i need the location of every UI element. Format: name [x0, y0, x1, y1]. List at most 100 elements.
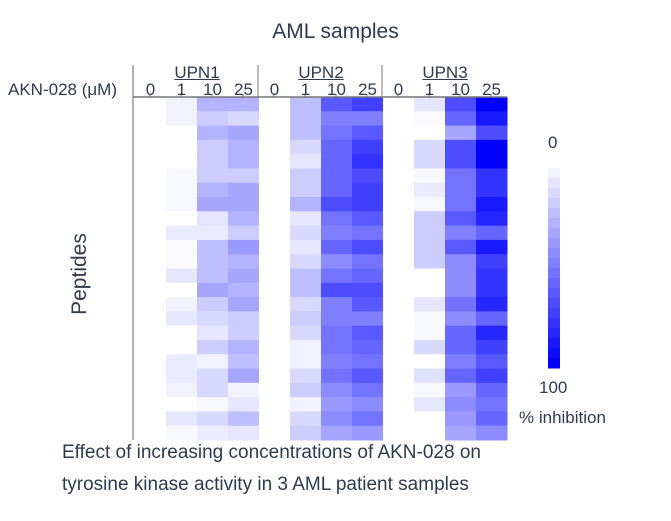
heatmap-cell [259, 225, 291, 241]
heatmap-cell [228, 125, 260, 141]
colorbar-segment [548, 328, 560, 339]
heatmap-cell [290, 411, 322, 427]
heatmap-cell [166, 239, 198, 255]
heatmap-cell [352, 182, 384, 198]
colorbar-segment [548, 208, 560, 219]
heatmap-cell [135, 125, 167, 141]
heatmap-cell [383, 368, 415, 384]
heatmap-cell [290, 354, 322, 370]
heatmap-cell [228, 382, 260, 398]
heatmap-cell [259, 311, 291, 327]
heatmap-cell [259, 111, 291, 127]
heatmap-cell [259, 282, 291, 298]
heatmap-cell [228, 282, 260, 298]
heatmap-cell [197, 282, 229, 298]
heatmap-cell [352, 339, 384, 355]
heatmap-cell [476, 339, 508, 355]
heatmap-cell [476, 239, 508, 255]
heatmap-cell [228, 197, 260, 212]
heatmap-cell [135, 397, 167, 412]
heatmap-cell [135, 297, 167, 312]
heatmap-cell [383, 168, 415, 184]
heatmap-cell [445, 411, 477, 427]
heatmap-cell [290, 139, 322, 155]
heatmap-cell [197, 125, 229, 141]
heatmap-cell [321, 282, 353, 298]
dose-tick-label: 0 [269, 80, 280, 99]
heatmap-cell [476, 425, 508, 441]
heatmap-cell [259, 125, 291, 141]
caption-line-2: tyrosine kinase activity in 3 AML patien… [62, 474, 469, 495]
dose-tick-label: 25 [482, 80, 501, 99]
heatmap-cell [414, 168, 446, 184]
heatmap-cell [321, 139, 353, 155]
heatmap-cell [259, 182, 291, 198]
heatmap-cell [414, 211, 446, 227]
heatmap-cell [476, 282, 508, 298]
colorbar-segment [548, 238, 560, 249]
heatmap-cell [228, 368, 260, 384]
heatmap-cell [259, 254, 291, 269]
heatmap-cell [383, 297, 415, 312]
dose-tick-label: 0 [393, 80, 404, 99]
heatmap-cell [321, 154, 353, 169]
heatmap-cell [290, 368, 322, 384]
heatmap-cell [321, 325, 353, 341]
dose-tick-label: 1 [300, 80, 311, 99]
heatmap-cell [290, 311, 322, 327]
heatmap-cell [135, 168, 167, 184]
heatmap-cell [383, 211, 415, 227]
heatmap-cell [383, 282, 415, 298]
heatmap-cell [414, 339, 446, 355]
heatmap-cell [197, 111, 229, 127]
colorbar-segment [548, 258, 560, 269]
heatmap-cell [259, 397, 291, 412]
heatmap-cell [290, 425, 322, 441]
heatmap-cell [197, 354, 229, 370]
heatmap-cell [290, 168, 322, 184]
heatmap-cell [228, 154, 260, 169]
heatmap-cell [259, 339, 291, 355]
heatmap-cell [197, 297, 229, 312]
heatmap-cell [414, 97, 446, 112]
heatmap-cell [259, 325, 291, 341]
heatmap-cell [383, 339, 415, 355]
heatmap-cell [228, 425, 260, 441]
heatmap-cell [414, 297, 446, 312]
heatmap-cell [290, 225, 322, 241]
heatmap-cell [259, 168, 291, 184]
heatmap-cell [445, 425, 477, 441]
heatmap-cell [445, 225, 477, 241]
heatmap-cell [383, 325, 415, 341]
heatmap-cell [352, 197, 384, 212]
heatmap-cell [135, 339, 167, 355]
heatmap-cell [228, 239, 260, 255]
heatmap-cell [445, 154, 477, 169]
heatmap-cell [135, 268, 167, 284]
heatmap-cell [476, 154, 508, 169]
heatmap-cell [290, 397, 322, 412]
heatmap-cell [445, 297, 477, 312]
heatmap-cell [197, 268, 229, 284]
heatmap-cell [414, 325, 446, 341]
y-axis-label: Peptides [68, 233, 91, 315]
heatmap-cell [135, 382, 167, 398]
dose-tick-label: 10 [203, 80, 222, 99]
heatmap-cell [259, 97, 291, 112]
heatmap-cell [352, 225, 384, 241]
heatmap-cell [166, 139, 198, 155]
heatmap-cell [476, 268, 508, 284]
heatmap-cell [476, 297, 508, 312]
heatmap-cell [321, 211, 353, 227]
heatmap-cell [259, 382, 291, 398]
heatmap-cell [414, 268, 446, 284]
heatmap-cell [383, 182, 415, 198]
heatmap-cell [197, 397, 229, 412]
heatmap-cell [352, 268, 384, 284]
heatmap-cell [383, 354, 415, 370]
heatmap-cell [445, 197, 477, 212]
heatmap-cell [352, 211, 384, 227]
heatmap-cell [383, 254, 415, 269]
heatmap-cell [135, 225, 167, 241]
